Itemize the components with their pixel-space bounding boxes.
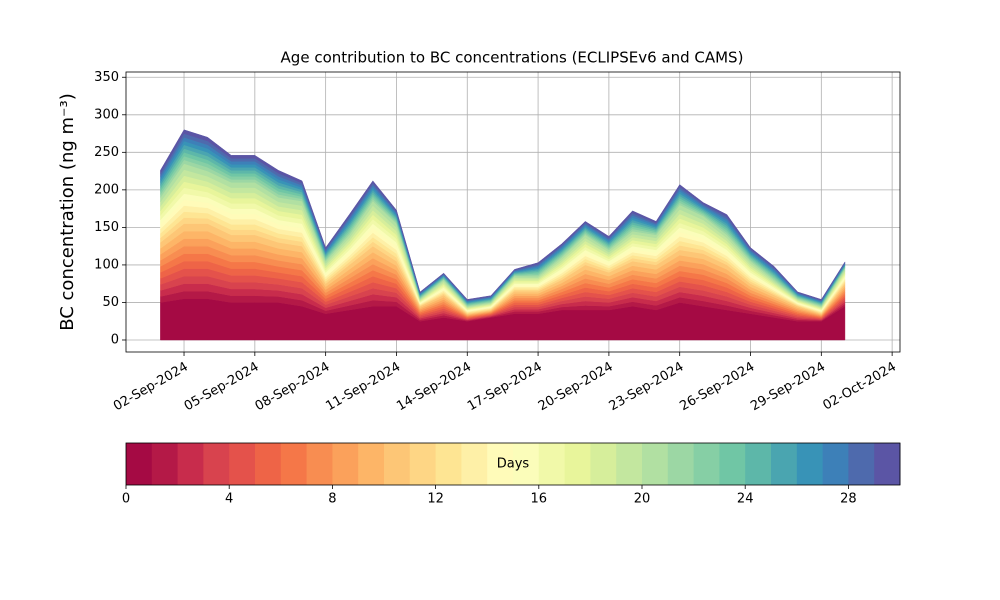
colorbar-bin (564, 443, 591, 485)
colorbar-bin (822, 443, 849, 485)
colorbar-tick-label: 8 (328, 492, 336, 507)
colorbar-bin (642, 443, 669, 485)
y-tick-label: 300 (94, 107, 119, 122)
y-tick-label: 250 (94, 145, 119, 160)
y-tick-label: 50 (102, 295, 119, 310)
y-tick-label: 0 (111, 332, 119, 347)
colorbar-bin (461, 443, 488, 485)
colorbar-bin (151, 443, 179, 485)
colorbar-tick-label: 24 (737, 492, 754, 507)
colorbar-bin (513, 443, 540, 485)
colorbar-bin (358, 443, 385, 485)
colorbar-bin (255, 443, 282, 485)
colorbar-bin (719, 443, 746, 485)
y-tick-label: 150 (94, 220, 119, 235)
colorbar-bin (874, 443, 901, 485)
y-axis-label: BC concentration (ng m⁻³) (57, 93, 78, 331)
chart-title: Age contribution to BC concentrations (E… (281, 49, 744, 67)
x-tick-label: 11-Sep-2024 (323, 360, 403, 415)
colorbar-bin (332, 443, 359, 485)
x-tick-label: 17-Sep-2024 (465, 360, 545, 415)
colorbar-bin (177, 443, 204, 485)
colorbar-tick-label: 0 (122, 492, 130, 507)
colorbar-tick-label: 28 (840, 492, 857, 507)
colorbar-bin (487, 443, 514, 485)
colorbar-bin (203, 443, 230, 485)
colorbar-bin (745, 443, 772, 485)
x-tick-label: 05-Sep-2024 (182, 360, 262, 415)
colorbar-bin (409, 443, 437, 485)
x-tick-label: 08-Sep-2024 (253, 360, 333, 415)
colorbar-bin (229, 443, 256, 485)
colorbar-bin (616, 443, 643, 485)
area-layer (160, 129, 846, 301)
x-tick-label: 20-Sep-2024 (536, 360, 616, 415)
x-tick-label: 23-Sep-2024 (607, 360, 687, 415)
colorbar-frame (125, 442, 901, 486)
y-tick-label: 350 (94, 70, 119, 85)
colorbar-label: Days (497, 457, 530, 472)
colorbar-tick-label: 16 (531, 492, 548, 507)
colorbar-tick-label: 12 (427, 492, 444, 507)
colorbar-bin (280, 443, 308, 485)
colorbar-bin (384, 443, 411, 485)
colorbar-tick-label: 20 (634, 492, 651, 507)
x-tick-label: 29-Sep-2024 (748, 360, 828, 415)
x-tick-label: 26-Sep-2024 (677, 360, 757, 415)
colorbar-bin (848, 443, 875, 485)
colorbar-bin (667, 443, 695, 485)
colorbar-tick-label: 4 (225, 492, 233, 507)
colorbar-bin (435, 443, 462, 485)
colorbar-bin (306, 443, 333, 485)
y-tick-label: 200 (94, 182, 119, 197)
colorbar-bin (538, 443, 566, 485)
colorbar-bin (693, 443, 720, 485)
y-tick-label: 100 (94, 257, 119, 272)
x-tick-label: 02-Sep-2024 (111, 360, 191, 415)
colorbar-bin (796, 443, 824, 485)
colorbar-bin (126, 443, 153, 485)
colorbar-bin (771, 443, 798, 485)
x-tick-label: 14-Sep-2024 (394, 360, 474, 415)
colorbar-bin (590, 443, 617, 485)
x-tick-label: 02-Oct-2024 (820, 360, 898, 414)
plot-frame (125, 71, 901, 353)
